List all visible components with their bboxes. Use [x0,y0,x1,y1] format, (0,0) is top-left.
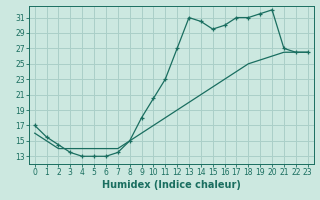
X-axis label: Humidex (Indice chaleur): Humidex (Indice chaleur) [102,180,241,190]
